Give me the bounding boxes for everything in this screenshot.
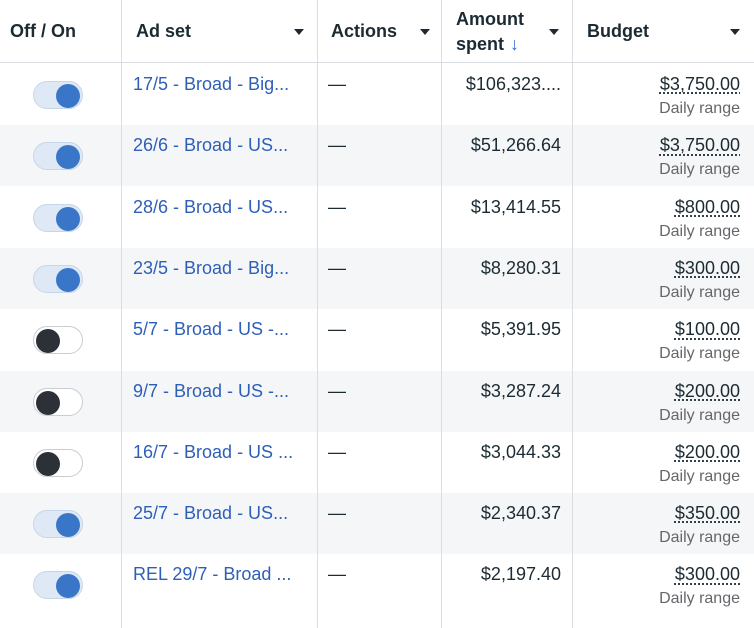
actions-cell: —: [328, 135, 346, 156]
amount-spent-cell: $2,197.40: [480, 564, 561, 585]
adset-name-link[interactable]: 28/6 - Broad - US...: [133, 196, 289, 217]
actions-cell: —: [328, 503, 346, 524]
budget-value[interactable]: $200.00: [674, 441, 740, 462]
budget-type-label: Daily range: [659, 590, 740, 608]
budget-type-label: Daily range: [659, 467, 740, 485]
budget-type-label: Daily range: [659, 222, 740, 240]
toggle-knob: [56, 574, 80, 599]
column-header-amount-label: Amount spent ↓: [456, 7, 524, 57]
budget-column-menu-icon[interactable]: [730, 29, 740, 35]
adset-toggle-switch[interactable]: [33, 203, 83, 232]
amount-spent-cell: $8,280.31: [480, 257, 561, 278]
actions-cell: —: [328, 441, 346, 462]
table-row[interactable]: 16/7 - Broad - US ... — $3,044.33 $200.00 Da…: [0, 432, 754, 493]
column-divider: [121, 0, 122, 628]
amount-spent-cell: $2,340.37: [480, 503, 561, 524]
adset-toggle-switch[interactable]: [33, 448, 83, 477]
amount-spent-cell: $5,391.95: [480, 319, 561, 340]
amount-label-line1: Amount: [456, 8, 524, 29]
actions-cell: —: [328, 74, 346, 94]
budget-value[interactable]: $300.00: [674, 257, 740, 278]
table-row[interactable]: 28/6 - Broad - US... — $13,414.55 $800.00 Da…: [0, 187, 754, 248]
table-row[interactable]: 9/7 - Broad - US -... — $3,287.24 $200.00 Da…: [0, 370, 754, 432]
toggle-knob: [56, 206, 80, 231]
budget-value[interactable]: $3,750.00: [659, 74, 740, 94]
budget-value[interactable]: $350.00: [674, 503, 740, 524]
adset-toggle-switch[interactable]: [33, 142, 83, 171]
column-header-adset-label: Ad set: [136, 21, 192, 41]
actions-cell: —: [328, 257, 346, 278]
adset-name-link[interactable]: REL 29/7 - Broad ...: [133, 564, 292, 585]
toggle-knob: [36, 451, 60, 476]
table-row[interactable]: 5/7 - Broad - US -... — $5,391.95 $100.00 Da…: [0, 309, 754, 370]
amount-label-line2-wrap: spent ↓: [456, 32, 524, 57]
budget-type-label: Daily range: [659, 529, 740, 547]
adset-toggle-switch[interactable]: [33, 387, 83, 416]
amount-column-menu-icon[interactable]: [549, 29, 559, 35]
budget-value[interactable]: $3,750.00: [659, 135, 740, 156]
budget-value[interactable]: $100.00: [674, 319, 740, 340]
column-header-actions[interactable]: Actions: [331, 0, 441, 63]
adset-name-link[interactable]: 26/6 - Broad - US...: [133, 135, 289, 156]
budget-type-label: Daily range: [659, 345, 740, 363]
budget-value[interactable]: $300.00: [674, 564, 740, 585]
toggle-knob: [56, 267, 80, 292]
adset-toggle-switch[interactable]: [33, 571, 83, 600]
table-header: Off / On Ad set Actions Amount spent ↓ Bu…: [0, 0, 754, 63]
table-row[interactable]: 25/7 - Broad - US... — $2,340.37 $350.00 Dai…: [0, 493, 754, 555]
toggle-knob: [36, 390, 60, 415]
column-divider: [441, 0, 442, 628]
actions-column-menu-icon[interactable]: [420, 29, 430, 35]
budget-type-label: Daily range: [659, 406, 740, 424]
column-header-toggle-label: Off / On: [10, 21, 76, 41]
toggle-knob: [56, 513, 80, 538]
adset-name-link[interactable]: 17/5 - Broad - Big...: [133, 74, 290, 94]
column-header-adset[interactable]: Ad set: [136, 0, 316, 63]
amount-spent-cell: $3,287.24: [480, 380, 561, 401]
toggle-knob: [36, 329, 60, 354]
amount-spent-cell: $3,044.33: [480, 441, 561, 462]
column-divider: [317, 0, 318, 628]
budget-type-label: Daily range: [659, 161, 740, 179]
adset-toggle-switch[interactable]: [33, 326, 83, 355]
table-row[interactable]: REL 29/7 - Broad ... — $2,197.40 $300.00 Dai…: [0, 554, 754, 615]
budget-value[interactable]: $800.00: [674, 196, 740, 217]
amount-spent-cell: $13,414.55: [470, 196, 561, 217]
table-row[interactable]: 26/6 - Broad - US... — $51,266.64 $3,750.00…: [0, 125, 754, 187]
adset-name-link[interactable]: 5/7 - Broad - US -...: [133, 319, 290, 340]
adset-name-link[interactable]: 16/7 - Broad - US ...: [133, 441, 294, 462]
adset-column-menu-icon[interactable]: [294, 29, 304, 35]
column-header-budget[interactable]: Budget: [587, 0, 754, 63]
toggle-knob: [56, 145, 80, 170]
column-divider: [572, 0, 573, 628]
adset-toggle-switch[interactable]: [33, 81, 83, 109]
actions-cell: —: [328, 380, 346, 401]
actions-cell: —: [328, 196, 346, 217]
toggle-knob: [56, 84, 80, 108]
amount-label-line2: spent: [456, 33, 505, 54]
sort-descending-icon[interactable]: ↓: [510, 33, 520, 54]
table-row[interactable]: 23/5 - Broad - Big... — $8,280.31 $300.00 Da…: [0, 247, 754, 309]
amount-spent-cell: $106,323....: [465, 74, 561, 94]
table-row[interactable]: 17/5 - Broad - Big... — $106,323.... $3,750…: [0, 64, 754, 125]
column-header-budget-label: Budget: [587, 21, 649, 41]
budget-type-label: Daily range: [659, 283, 740, 301]
adset-toggle-switch[interactable]: [33, 510, 83, 539]
adset-name-link[interactable]: 25/7 - Broad - US...: [133, 503, 289, 524]
actions-cell: —: [328, 319, 346, 340]
amount-spent-cell: $51,266.64: [470, 135, 561, 156]
column-header-actions-label: Actions: [331, 21, 398, 41]
column-header-toggle[interactable]: Off / On: [10, 0, 120, 63]
budget-type-label: Daily range: [659, 100, 740, 117]
budget-value[interactable]: $200.00: [674, 380, 740, 401]
adset-name-link[interactable]: 23/5 - Broad - Big...: [133, 257, 290, 278]
actions-cell: —: [328, 564, 346, 585]
adset-name-link[interactable]: 9/7 - Broad - US -...: [133, 380, 290, 401]
column-header-amount-spent[interactable]: Amount spent ↓: [456, 0, 572, 63]
adset-toggle-switch[interactable]: [33, 264, 83, 293]
